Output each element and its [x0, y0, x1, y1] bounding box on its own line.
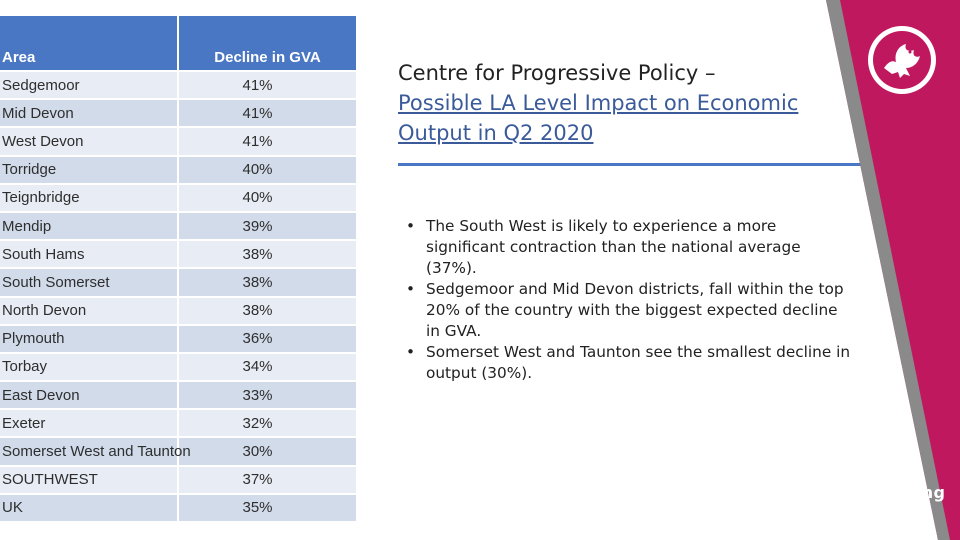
- brand-band: [826, 0, 960, 540]
- table-row: Torridge 40%: [0, 155, 356, 185]
- area-cell: Mid Devon: [0, 99, 178, 129]
- bullet-list: The South West is likely to experience a…: [404, 216, 854, 384]
- table-row: Exeter 32%: [0, 409, 356, 439]
- bullet-item: The South West is likely to experience a…: [404, 216, 854, 279]
- decline-cell: 39%: [177, 211, 356, 242]
- decline-cell: 34%: [177, 352, 356, 383]
- title-underline-rule: [398, 163, 898, 166]
- bullet-item: Somerset West and Taunton see the smalle…: [404, 342, 854, 384]
- improving-lives-brand: Improving LIVES: [848, 484, 948, 515]
- slide-title: Centre for Progressive Policy – Possible…: [398, 58, 818, 148]
- decline-cell: 33%: [177, 381, 356, 411]
- decline-cell: 36%: [177, 324, 356, 354]
- area-cell: North Devon: [0, 296, 178, 326]
- decline-cell: 37%: [177, 465, 356, 495]
- table-row: Teignbridge 40%: [0, 183, 356, 213]
- table-header-row: Area Decline in GVA: [0, 16, 356, 72]
- brand-line-2: LIVES: [873, 500, 923, 516]
- area-cell: UK: [0, 493, 178, 524]
- table-row: East Devon 33%: [0, 381, 356, 411]
- decline-cell: 38%: [177, 268, 356, 298]
- table-row: SOUTHWEST 37%: [0, 465, 356, 495]
- area-cell: West Devon: [0, 127, 178, 157]
- decline-cell: 38%: [177, 296, 356, 326]
- table-row: Torbay 34%: [0, 352, 356, 383]
- decline-cell: 40%: [177, 155, 356, 185]
- area-cell: Teignbridge: [0, 183, 178, 213]
- decline-cell: 32%: [177, 409, 356, 439]
- area-cell: Mendip: [0, 211, 178, 242]
- header-area: Area: [0, 16, 178, 72]
- bullet-item: Sedgemoor and Mid Devon districts, fall …: [404, 279, 854, 342]
- area-cell: East Devon: [0, 381, 178, 411]
- table-row: UK 35%: [0, 493, 356, 524]
- decline-cell: 40%: [177, 183, 356, 213]
- header-decline-in-gva: Decline in GVA: [177, 16, 356, 72]
- area-cell: South Hams: [0, 240, 178, 270]
- table-row: South Somerset 38%: [0, 268, 356, 298]
- area-cell: South Somerset: [0, 268, 178, 298]
- table-row: West Devon 41%: [0, 127, 356, 157]
- decline-cell: 30%: [177, 437, 356, 467]
- gva-decline-table: Area Decline in GVA Sedgemoor 41% Mid Devo…: [0, 16, 356, 524]
- area-cell: Torbay: [0, 352, 178, 383]
- table-row: Mid Devon 41%: [0, 99, 356, 129]
- table-row: Somerset West and Taunton 30%: [0, 437, 356, 467]
- area-cell: Exeter: [0, 409, 178, 439]
- table-row: South Hams 38%: [0, 240, 356, 270]
- decline-cell: 41%: [177, 127, 356, 157]
- title-line-1: Centre for Progressive Policy –: [398, 61, 716, 85]
- brand-line-1: Improving: [850, 483, 946, 502]
- decline-cell: 38%: [177, 240, 356, 270]
- table-row: Sedgemoor 41%: [0, 71, 356, 101]
- area-cell: SOUTHWEST: [0, 465, 178, 495]
- dragon-logo-icon: [868, 26, 936, 94]
- table-row: North Devon 38%: [0, 296, 356, 326]
- table-row: Mendip 39%: [0, 211, 356, 242]
- area-cell: Plymouth: [0, 324, 178, 354]
- area-cell: Somerset West and Taunton: [0, 437, 191, 467]
- decline-cell: 41%: [177, 99, 356, 129]
- decline-cell: 35%: [177, 493, 356, 524]
- table-row: Plymouth 36%: [0, 324, 356, 354]
- area-cell: Sedgemoor: [0, 71, 178, 101]
- title-line-2: Possible LA Level Impact on Economic Out…: [398, 91, 799, 145]
- area-cell: Torridge: [0, 155, 178, 185]
- decline-cell: 41%: [177, 71, 356, 101]
